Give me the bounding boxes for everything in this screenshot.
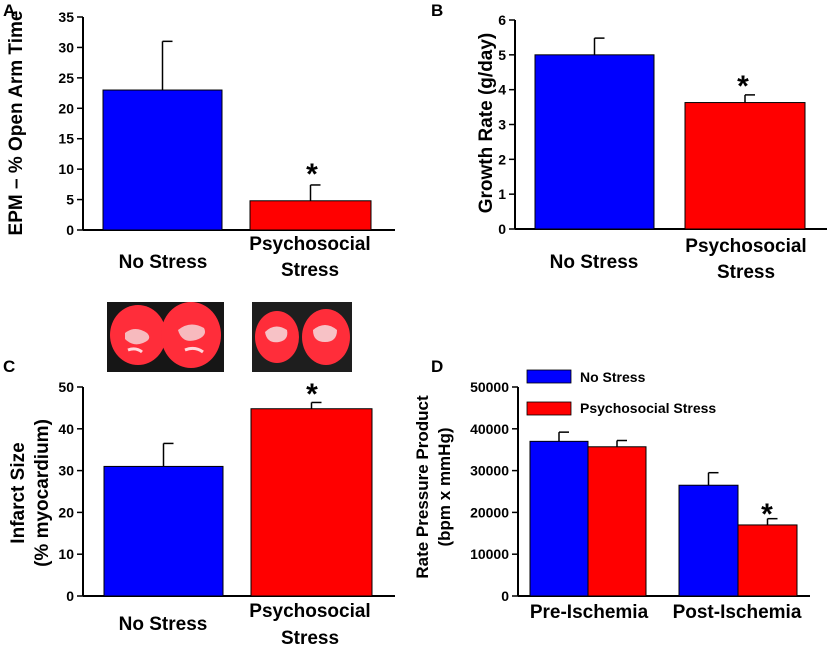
panel-letter-a: A xyxy=(3,1,15,20)
panel-a-ytick-label: 0 xyxy=(66,222,74,238)
panel-d-ytick-label: 50000 xyxy=(470,379,509,395)
panel-b-ytick-label: 5 xyxy=(498,47,506,63)
panel-a-chart: EPM – % Open Arm Time No Stress Psychoso… xyxy=(6,9,395,281)
panel-d-pre-no-stress-bar xyxy=(529,440,589,597)
panel-d-ytick-label: 0 xyxy=(501,588,509,604)
panel-d-post-no-stress-bar xyxy=(678,484,739,597)
panel-d-post-psychosocial-bar xyxy=(737,524,798,597)
panel-a-ytick-label: 10 xyxy=(58,161,74,177)
legend-label-no-stress: No Stress xyxy=(580,369,646,385)
panel-c-ytick-label: 30 xyxy=(58,463,74,479)
panel-letter-b: B xyxy=(431,1,443,20)
panel-a-ytick-label: 15 xyxy=(58,131,74,147)
panel-d-pre-psychosocial-bar xyxy=(587,446,647,597)
panel-a-ylabel: EPM – % Open Arm Time xyxy=(6,11,27,236)
panel-a-no-stress-bar xyxy=(102,89,223,231)
panel-d-chart: Rate Pressure Product (bpm x mmHg) Pre-I… xyxy=(413,369,810,623)
panel-d-category-label-pre-ischemia: Pre-Ischemia xyxy=(530,602,649,623)
panel-c-psychosocial-bar xyxy=(250,408,373,597)
panel-c-category-label-psychosocial: Psychosocial xyxy=(249,601,370,622)
panel-c-ytick-label: 20 xyxy=(58,504,74,520)
heart-section-photo-no-stress xyxy=(107,302,224,372)
panel-b-category-label-no-stress: No Stress xyxy=(550,252,639,273)
panel-b-psychosocial-bar xyxy=(684,102,806,230)
panel-d-significance-star: * xyxy=(761,498,773,531)
panel-a-category-label-no-stress: No Stress xyxy=(119,252,208,273)
legend-swatch-no-stress xyxy=(526,369,572,384)
panel-c-ytick-label: 10 xyxy=(58,546,74,562)
panel-letter-d: D xyxy=(431,357,443,376)
panel-b-ytick-label: 2 xyxy=(498,151,506,167)
legend-swatch-psychosocial xyxy=(526,401,572,416)
heart-section-photo-psychosocial xyxy=(252,302,352,372)
panel-a-ytick-label: 5 xyxy=(66,192,74,208)
panel-d-category-label-post-ischemia: Post-Ischemia xyxy=(673,602,802,623)
panel-b-ytick-label: 4 xyxy=(498,82,506,98)
panel-b-category-label-psychosocial: Psychosocial xyxy=(685,236,806,257)
legend-label-psychosocial: Psychosocial Stress xyxy=(580,400,716,416)
panel-c-chart: Infarct Size (% myocardium) No Stress Ps… xyxy=(8,378,395,649)
panel-d-ytick-label: 30000 xyxy=(470,463,509,479)
panel-d-ytick-label: 10000 xyxy=(470,546,509,562)
panel-c-category-label-stress: Stress xyxy=(281,628,339,649)
panel-b-category-label-stress: Stress xyxy=(717,262,775,283)
panel-b-chart: Growth Rate (g/day) No Stress Psychosoci… xyxy=(476,12,827,283)
panel-b-ytick-label: 6 xyxy=(498,12,506,28)
panel-a-significance-star: * xyxy=(306,158,318,191)
panel-a-ytick-label: 25 xyxy=(58,70,74,86)
panel-d-ylabel-line1: Rate Pressure Product xyxy=(413,395,432,579)
panel-b-no-stress-bar xyxy=(534,54,655,230)
panel-b-ylabel: Growth Rate (g/day) xyxy=(476,33,497,214)
panel-b-ytick-label: 1 xyxy=(498,186,506,202)
panel-d-ytick-label: 40000 xyxy=(470,421,509,437)
panel-a-ytick-label: 35 xyxy=(58,9,74,25)
panel-d-ylabel-line2: (bpm x mmHg) xyxy=(435,428,454,547)
panel-a-category-label-stress: Stress xyxy=(281,260,339,281)
panel-b-ytick-label: 3 xyxy=(498,117,506,133)
panel-c-ylabel-line1: Infarct Size xyxy=(8,442,29,543)
panel-c-ytick-label: 0 xyxy=(66,588,74,604)
panel-b-ytick-label: 0 xyxy=(498,221,506,237)
panel-c-ylabel-line2: (% myocardium) xyxy=(32,419,53,567)
panel-c-no-stress-bar xyxy=(103,465,224,597)
panel-c-ytick-label: 50 xyxy=(58,379,74,395)
panel-d-ytick-label: 20000 xyxy=(470,504,509,520)
panel-c-category-label-no-stress: No Stress xyxy=(119,614,208,635)
panel-b-significance-star: * xyxy=(737,70,749,103)
panel-a-psychosocial-bar xyxy=(249,200,372,231)
panel-c-ytick-label: 40 xyxy=(58,421,74,437)
panel-a-ytick-label: 30 xyxy=(58,39,74,55)
panel-a-ytick-label: 20 xyxy=(58,100,74,116)
panel-letter-c: C xyxy=(3,357,15,376)
panel-a-category-label-psychosocial: Psychosocial xyxy=(249,234,370,255)
